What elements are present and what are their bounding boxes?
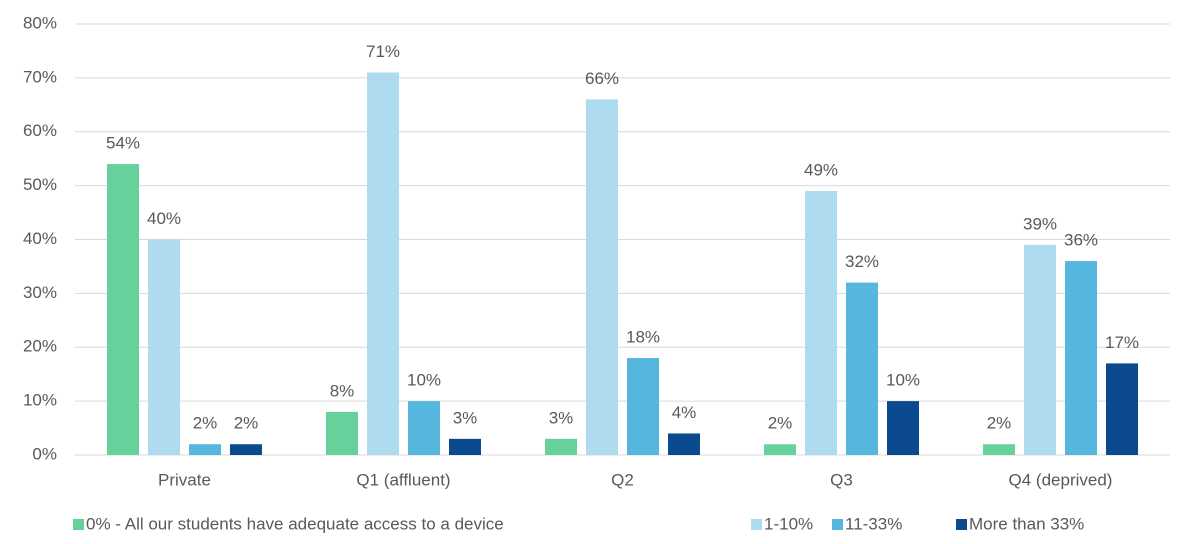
legend-swatch <box>751 519 762 530</box>
bar <box>805 191 837 455</box>
data-label: 8% <box>330 381 355 400</box>
data-label: 66% <box>585 69 619 88</box>
y-tick-label: 40% <box>23 229 57 248</box>
y-tick-label: 10% <box>23 391 57 410</box>
data-label: 49% <box>804 160 838 179</box>
legend-swatch <box>956 519 967 530</box>
legend-swatch <box>832 519 843 530</box>
bar <box>107 164 139 455</box>
legend-label: 0% - All our students have adequate acce… <box>86 514 504 533</box>
bar <box>148 239 180 455</box>
data-label: 3% <box>453 408 478 427</box>
bar <box>983 444 1015 455</box>
data-label: 2% <box>234 414 259 433</box>
data-label: 71% <box>366 42 400 61</box>
bar <box>408 401 440 455</box>
bar <box>668 433 700 455</box>
bar <box>1106 363 1138 455</box>
data-label: 10% <box>407 371 441 390</box>
bar <box>449 438 481 455</box>
bar <box>887 401 919 455</box>
x-tick-label: Q1 (affluent) <box>356 470 450 489</box>
x-tick-label: Q2 <box>611 470 634 489</box>
legend-label: 1-10% <box>764 514 813 533</box>
bar <box>764 444 796 455</box>
data-label: 18% <box>626 328 660 347</box>
bar <box>627 358 659 455</box>
data-label: 4% <box>672 403 697 422</box>
legend-swatch <box>73 519 84 530</box>
x-tick-label: Q4 (deprived) <box>1009 470 1113 489</box>
y-tick-label: 80% <box>23 13 57 32</box>
data-label: 3% <box>549 408 574 427</box>
bar <box>846 282 878 455</box>
data-label: 2% <box>987 414 1012 433</box>
bar <box>1024 244 1056 455</box>
x-tick-label: Q3 <box>830 470 853 489</box>
bar <box>586 99 618 456</box>
bar <box>1065 261 1097 455</box>
x-tick-label: Private <box>158 470 211 489</box>
bar <box>367 72 399 456</box>
data-label: 2% <box>768 414 793 433</box>
bar <box>189 444 221 455</box>
data-label: 39% <box>1023 214 1057 233</box>
data-label: 10% <box>886 371 920 390</box>
legend-label: 11-33% <box>845 514 902 533</box>
y-tick-label: 30% <box>23 283 57 302</box>
bar <box>326 411 358 455</box>
legend-label: More than 33% <box>969 514 1084 533</box>
y-tick-label: 60% <box>23 121 57 140</box>
y-tick-label: 20% <box>23 337 57 356</box>
y-tick-label: 50% <box>23 175 57 194</box>
y-tick-label: 0% <box>32 444 57 463</box>
data-label: 17% <box>1105 333 1139 352</box>
data-label: 54% <box>106 134 140 153</box>
data-label: 32% <box>845 252 879 271</box>
y-tick-label: 70% <box>23 67 57 86</box>
bar <box>230 444 262 455</box>
data-label: 2% <box>193 414 218 433</box>
bar <box>545 438 577 455</box>
data-label: 40% <box>147 209 181 228</box>
data-label: 36% <box>1064 231 1098 250</box>
